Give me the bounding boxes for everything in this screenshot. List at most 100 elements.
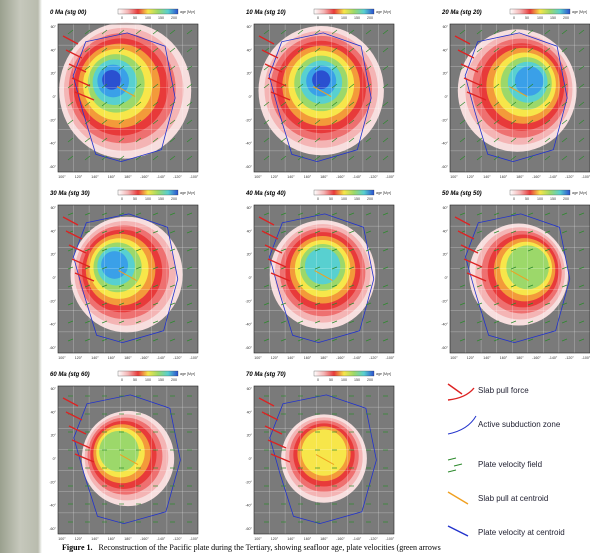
lat-label: 20° bbox=[51, 72, 57, 76]
lon-label: -120° bbox=[173, 537, 182, 541]
caption-text: Reconstruction of the Pacific plate duri… bbox=[99, 543, 441, 552]
colorbar bbox=[510, 190, 570, 195]
lat-label: -20° bbox=[49, 118, 56, 122]
age-band bbox=[515, 66, 544, 95]
page: Figure 1.Reconstruction of the Pacific p… bbox=[0, 0, 590, 553]
lon-label: 180° bbox=[124, 175, 132, 179]
panel-title: 60 Ma (stg 60) bbox=[50, 372, 90, 378]
lat-label: 60° bbox=[247, 387, 253, 391]
lon-label: -160° bbox=[532, 356, 541, 360]
lon-label: 140° bbox=[91, 537, 99, 541]
colorbar-tick: 50 bbox=[525, 16, 529, 20]
panel-title: 0 Ma (stg 00) bbox=[50, 10, 86, 16]
lat-label: 0° bbox=[445, 95, 449, 99]
colorbar-tick: 100 bbox=[341, 378, 347, 382]
lon-label: -140° bbox=[353, 356, 362, 360]
colorbar-label: age [Myr] bbox=[180, 10, 195, 14]
colorbar-tick: 50 bbox=[329, 378, 333, 382]
colorbar-tick: 50 bbox=[329, 16, 333, 20]
colorbar-tick: 0 bbox=[317, 16, 319, 20]
colorbar-tick: 100 bbox=[145, 16, 151, 20]
lon-label: -120° bbox=[565, 356, 574, 360]
lon-label: 100° bbox=[58, 537, 66, 541]
lon-label: 120° bbox=[75, 356, 83, 360]
lat-label: -40° bbox=[441, 323, 448, 327]
lon-label: -120° bbox=[173, 175, 182, 179]
lat-label: -20° bbox=[49, 299, 56, 303]
lat-label: 0° bbox=[445, 276, 449, 280]
lon-label: 140° bbox=[287, 356, 295, 360]
legend-label: Slab pull at centroid bbox=[478, 494, 548, 503]
lat-label: -40° bbox=[245, 323, 252, 327]
colorbar-tick: 200 bbox=[171, 197, 177, 201]
lon-label: -160° bbox=[336, 356, 345, 360]
lat-label: -60° bbox=[441, 165, 448, 169]
colorbar-tick: 200 bbox=[367, 378, 373, 382]
lat-label: 40° bbox=[51, 410, 57, 414]
age-band bbox=[312, 70, 330, 89]
lon-label: 140° bbox=[483, 356, 491, 360]
lon-label: 140° bbox=[91, 356, 99, 360]
lat-label: -40° bbox=[245, 142, 252, 146]
colorbar-tick: 200 bbox=[563, 16, 569, 20]
colorbar-tick: 0 bbox=[121, 378, 123, 382]
colorbar-tick: 50 bbox=[133, 197, 137, 201]
lon-label: -160° bbox=[140, 356, 149, 360]
colorbar-label: age [Myr] bbox=[376, 191, 391, 195]
lat-label: 20° bbox=[443, 253, 449, 257]
panel: 30 Ma (stg 30)age [Myr]05010015020060°40… bbox=[49, 190, 199, 360]
lat-label: 40° bbox=[443, 229, 449, 233]
panel-title: 10 Ma (stg 10) bbox=[246, 10, 286, 16]
lat-label: 40° bbox=[247, 48, 253, 52]
lon-label: -140° bbox=[353, 537, 362, 541]
age-band bbox=[99, 431, 139, 472]
lat-label: 0° bbox=[249, 276, 253, 280]
lat-label: -20° bbox=[245, 480, 252, 484]
colorbar-tick: 200 bbox=[367, 197, 373, 201]
panel: 20 Ma (stg 20)age [Myr]05010015020060°40… bbox=[441, 9, 590, 179]
lon-label: -120° bbox=[173, 356, 182, 360]
lon-label: 140° bbox=[91, 175, 99, 179]
colorbar-label: age [Myr] bbox=[180, 191, 195, 195]
lon-label: 100° bbox=[254, 537, 262, 541]
lon-label: -100° bbox=[190, 537, 199, 541]
colorbar bbox=[314, 9, 374, 14]
lon-label: -140° bbox=[157, 537, 166, 541]
lon-label: 180° bbox=[516, 356, 524, 360]
panel: 60 Ma (stg 60)age [Myr]05010015020060°40… bbox=[49, 371, 199, 541]
lon-label: 140° bbox=[483, 175, 491, 179]
legend-label: Active subduction zone bbox=[478, 420, 561, 429]
lon-label: 120° bbox=[75, 175, 83, 179]
colorbar-tick: 150 bbox=[550, 16, 556, 20]
lon-label: 140° bbox=[287, 537, 295, 541]
lon-label: -120° bbox=[565, 175, 574, 179]
colorbar bbox=[118, 371, 178, 376]
lon-label: 100° bbox=[450, 356, 458, 360]
lat-label: -60° bbox=[441, 346, 448, 350]
colorbar bbox=[314, 371, 374, 376]
lon-label: -140° bbox=[157, 356, 166, 360]
lat-label: -60° bbox=[245, 346, 252, 350]
panel-title: 40 Ma (stg 40) bbox=[245, 191, 286, 197]
legend-label: Plate velocity field bbox=[478, 460, 542, 469]
lat-label: 40° bbox=[247, 229, 253, 233]
lat-label: 60° bbox=[51, 25, 57, 29]
figure: Figure 1.Reconstruction of the Pacific p… bbox=[0, 0, 590, 553]
lat-label: -20° bbox=[441, 299, 448, 303]
lon-label: -100° bbox=[386, 356, 395, 360]
lat-label: -60° bbox=[49, 165, 56, 169]
lon-label: -120° bbox=[369, 175, 378, 179]
lat-label: 20° bbox=[247, 253, 253, 257]
colorbar-label: age [Myr] bbox=[572, 191, 587, 195]
lon-label: 100° bbox=[254, 175, 262, 179]
lat-label: 60° bbox=[247, 206, 253, 210]
lon-label: 120° bbox=[271, 175, 279, 179]
colorbar-tick: 50 bbox=[525, 197, 529, 201]
lon-label: 160° bbox=[108, 356, 116, 360]
lat-label: -60° bbox=[49, 527, 56, 531]
lon-label: 160° bbox=[500, 175, 508, 179]
lat-label: 20° bbox=[51, 253, 57, 257]
age-band bbox=[506, 245, 549, 289]
lon-label: 180° bbox=[124, 356, 132, 360]
